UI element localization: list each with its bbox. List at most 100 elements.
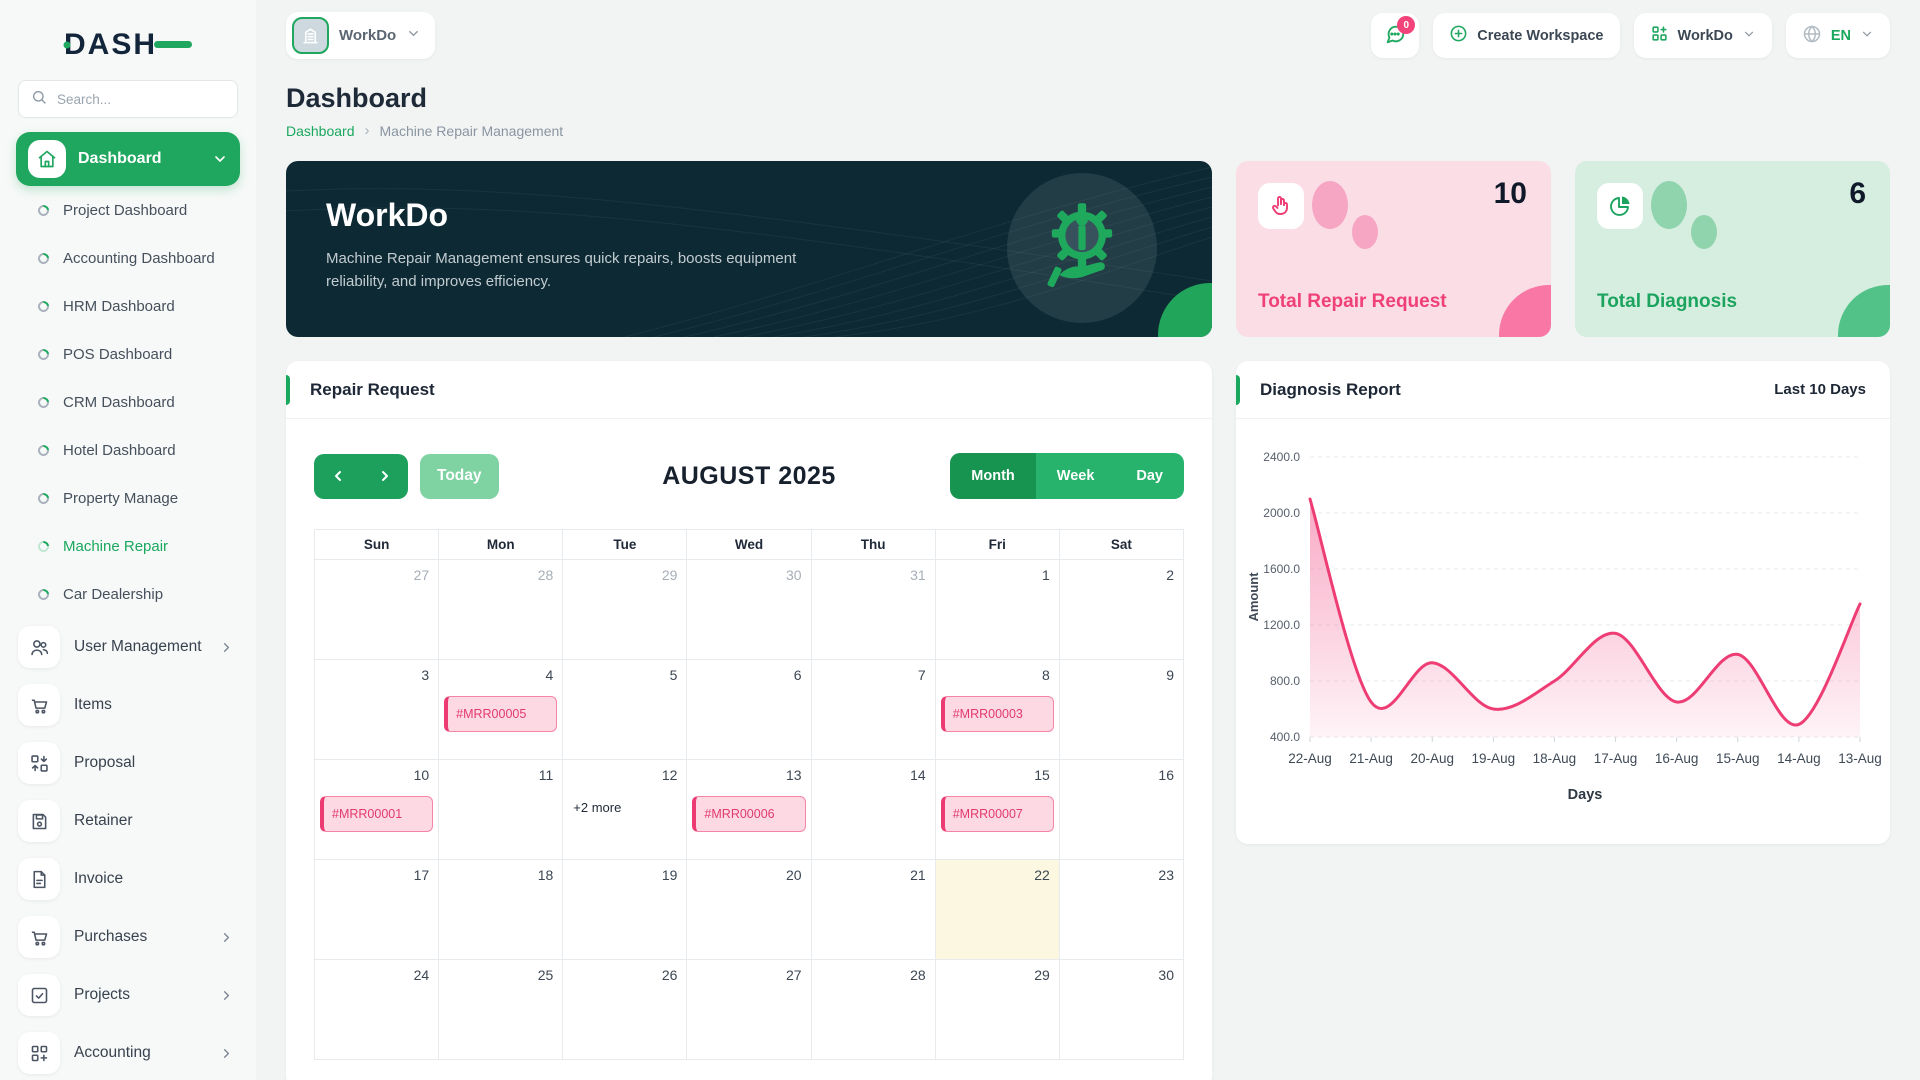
- calendar-view-month-button[interactable]: Month: [950, 453, 1036, 499]
- calendar-cell[interactable]: 13 #MRR00006: [687, 760, 812, 860]
- calendar-cell[interactable]: 28: [811, 960, 936, 1060]
- calendar-cell[interactable]: 24: [315, 960, 440, 1060]
- calendar-cell[interactable]: 27: [315, 560, 440, 660]
- calendar-cell[interactable]: 27: [687, 960, 812, 1060]
- sidebar-item-items[interactable]: Items: [16, 676, 240, 734]
- calendar-cell[interactable]: 18: [439, 860, 564, 960]
- calendar-cell[interactable]: 25: [439, 960, 564, 1060]
- language-code: EN: [1830, 27, 1851, 44]
- calendar-cell[interactable]: 4 #MRR00005: [439, 660, 564, 760]
- calendar-cell[interactable]: 5: [563, 660, 688, 760]
- sidebar-item-hrm-dashboard[interactable]: HRM Dashboard: [16, 282, 240, 330]
- language-selector[interactable]: EN: [1785, 13, 1890, 58]
- circle-bullet-icon: [35, 490, 52, 506]
- calendar-cell[interactable]: 6: [687, 660, 812, 760]
- calendar-cell[interactable]: 12 +2 more: [563, 760, 688, 860]
- calendar-today-button[interactable]: Today: [420, 453, 499, 499]
- breadcrumb-current: Machine Repair Management: [379, 122, 564, 139]
- calendar-cell[interactable]: 3: [315, 660, 440, 760]
- sidebar-item-property-manage[interactable]: Property Manage: [16, 474, 240, 522]
- repair-request-event-chip[interactable]: #MRR00005: [444, 696, 558, 732]
- calendar-view-week-button[interactable]: Week: [1035, 453, 1116, 499]
- sidebar-item-accounting[interactable]: Accounting: [16, 1024, 240, 1080]
- calendar-cell[interactable]: 2: [1059, 560, 1184, 660]
- calendar-prev-button[interactable]: [314, 454, 361, 499]
- breadcrumb-dashboard-link[interactable]: Dashboard: [286, 122, 355, 139]
- chevron-right-icon: [219, 988, 234, 1003]
- stat-value: 6: [1849, 177, 1866, 210]
- sidebar-item-user-management[interactable]: User Management: [16, 618, 240, 676]
- repair-request-event-chip[interactable]: #MRR00007: [940, 796, 1054, 832]
- sidebar-item-machine-repair[interactable]: Machine Repair: [16, 522, 240, 570]
- calendar-next-button[interactable]: [361, 454, 408, 499]
- create-workspace-button[interactable]: Create Workspace: [1433, 13, 1620, 58]
- calendar-cell[interactable]: 9: [1059, 660, 1184, 760]
- blob-decoration: [1312, 181, 1348, 229]
- sidebar-item-label: Invoice: [74, 870, 124, 887]
- sidebar-item-projects[interactable]: Projects: [16, 966, 240, 1024]
- repair-card-title: Repair Request: [310, 379, 435, 399]
- calendar-cell[interactable]: 8 #MRR00003: [935, 660, 1060, 760]
- sidebar-item-proposal[interactable]: Proposal: [16, 734, 240, 792]
- calendar-cell[interactable]: 20: [687, 860, 812, 960]
- cart-icon: [18, 684, 60, 726]
- calendar-cell[interactable]: 10 #MRR00001: [315, 760, 440, 860]
- calendar-cell[interactable]: 31: [811, 560, 936, 660]
- pointer-icon: [1258, 183, 1304, 229]
- workspace-selector[interactable]: WorkDo: [286, 12, 436, 59]
- messages-button[interactable]: 0: [1371, 13, 1420, 58]
- workspace-menu-button[interactable]: WorkDo: [1633, 13, 1772, 58]
- calendar-date-number: 24: [413, 967, 430, 983]
- sidebar-item-car-dealership[interactable]: Car Dealership: [16, 570, 240, 618]
- calendar-cell[interactable]: 14: [811, 760, 936, 860]
- pie-icon: [1597, 183, 1643, 229]
- calendar-date-number: 1: [1042, 567, 1050, 583]
- stat-label: Total Repair Request: [1258, 291, 1447, 312]
- repair-request-event-chip[interactable]: #MRR00006: [692, 796, 806, 832]
- calendar-date-number: 7: [917, 667, 926, 683]
- svg-text:400.0: 400.0: [1270, 730, 1300, 744]
- sidebar-item-dashboard[interactable]: Dashboard: [16, 132, 240, 186]
- more-events-link[interactable]: +2 more: [573, 800, 622, 815]
- calendar-cell[interactable]: 7: [811, 660, 936, 760]
- calendar-day-header: Sun: [315, 530, 440, 560]
- card-accent-bar: [1236, 375, 1240, 405]
- sidebar-item-pos-dashboard[interactable]: POS Dashboard: [16, 330, 240, 378]
- calendar-cell[interactable]: 21: [811, 860, 936, 960]
- sidebar-item-label: Project Dashboard: [63, 201, 188, 219]
- sidebar-item-crm-dashboard[interactable]: CRM Dashboard: [16, 378, 240, 426]
- calendar-cell[interactable]: 23: [1059, 860, 1184, 960]
- brand-logo[interactable]: DASH: [16, 14, 240, 78]
- create-workspace-label: Create Workspace: [1477, 27, 1604, 44]
- calendar-cell[interactable]: 29: [935, 960, 1060, 1060]
- sidebar-item-invoice[interactable]: Invoice: [16, 850, 240, 908]
- calendar-cell-today[interactable]: 22: [935, 860, 1060, 960]
- calendar-view-day-button[interactable]: Day: [1115, 453, 1184, 499]
- calendar-cell[interactable]: 11: [439, 760, 564, 860]
- calendar-cell[interactable]: 19: [563, 860, 688, 960]
- repair-request-event-chip[interactable]: #MRR00003: [940, 696, 1054, 732]
- calendar-cell[interactable]: 29: [563, 560, 688, 660]
- sidebar-item-retainer[interactable]: Retainer: [16, 792, 240, 850]
- calendar-cell[interactable]: 26: [563, 960, 688, 1060]
- sidebar-item-label: Retainer: [74, 812, 133, 829]
- calendar-cell[interactable]: 17: [315, 860, 440, 960]
- stat-label: Total Diagnosis: [1597, 291, 1738, 312]
- sidebar-item-hotel-dashboard[interactable]: Hotel Dashboard: [16, 426, 240, 474]
- calendar-cell[interactable]: 1: [935, 560, 1060, 660]
- sidebar-item-project-dashboard[interactable]: Project Dashboard: [16, 186, 240, 234]
- sidebar-item-label: Property Manage: [63, 489, 179, 507]
- calendar-cell[interactable]: 30: [1059, 960, 1184, 1060]
- calendar-cell[interactable]: 30: [687, 560, 812, 660]
- calendar-cell[interactable]: 28: [439, 560, 564, 660]
- calendar-date-number: 30: [785, 567, 802, 583]
- cart-icon: [18, 916, 60, 958]
- repair-request-event-chip[interactable]: #MRR00001: [320, 796, 434, 832]
- calendar-cell[interactable]: 16: [1059, 760, 1184, 860]
- sidebar-item-purchases[interactable]: Purchases: [16, 908, 240, 966]
- svg-text:18-Aug: 18-Aug: [1533, 751, 1577, 766]
- sidebar-item-label: Car Dealership: [63, 585, 164, 603]
- search-input[interactable]: [55, 90, 236, 108]
- calendar-cell[interactable]: 15 #MRR00007: [935, 760, 1060, 860]
- sidebar-item-accounting-dashboard[interactable]: Accounting Dashboard: [16, 234, 240, 282]
